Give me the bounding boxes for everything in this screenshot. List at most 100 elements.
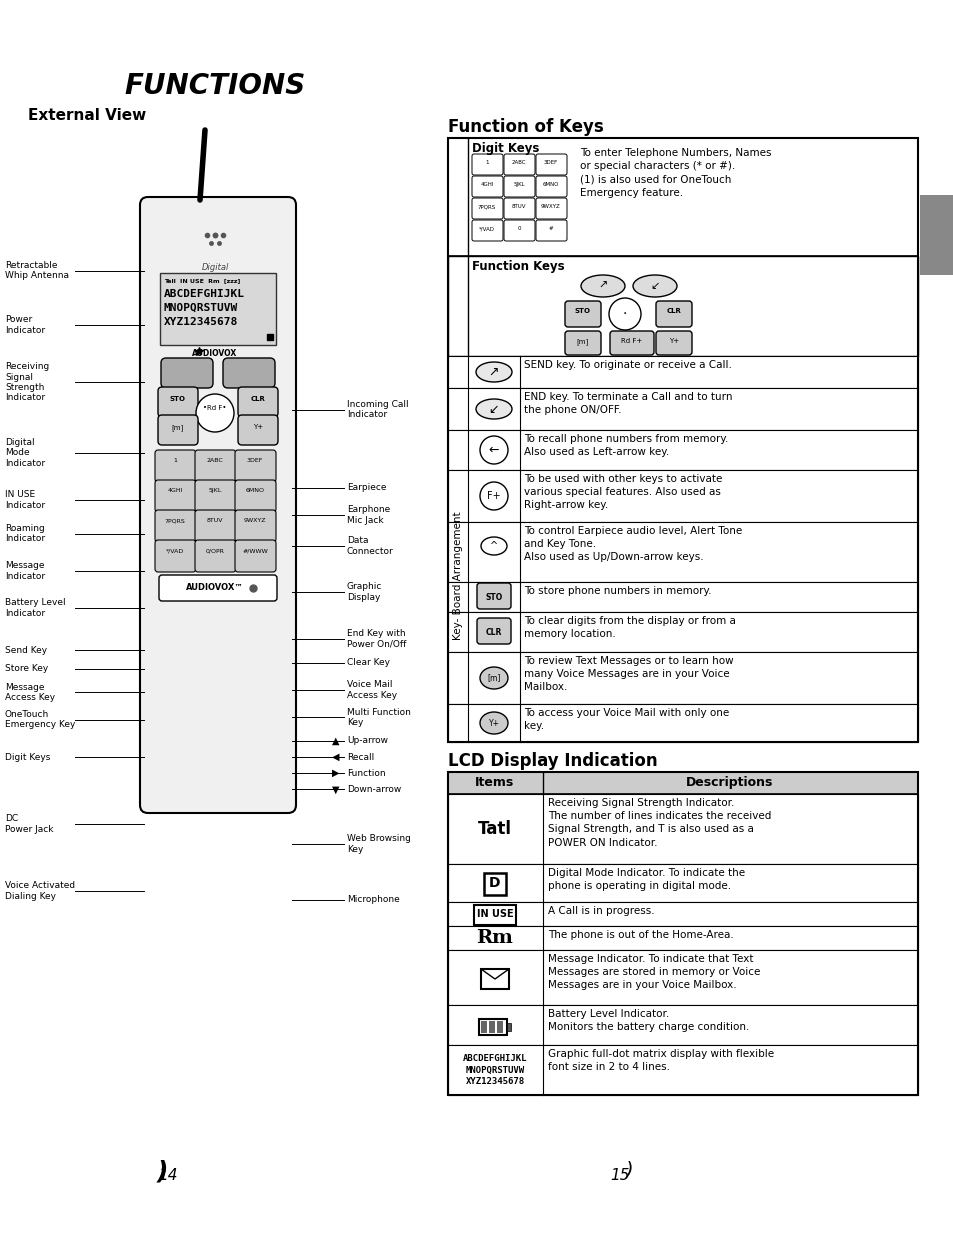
FancyBboxPatch shape [656,302,691,326]
Text: #: # [548,226,553,231]
Text: External View: External View [28,108,146,123]
Text: 5JKL: 5JKL [208,488,221,493]
FancyBboxPatch shape [234,510,275,542]
Ellipse shape [479,712,507,733]
Text: XYZ12345678: XYZ12345678 [164,316,238,326]
FancyBboxPatch shape [503,154,535,175]
Text: Roaming
Indicator: Roaming Indicator [5,524,45,544]
Text: Y+: Y+ [488,719,499,727]
Bar [483,872,505,895]
FancyBboxPatch shape [154,540,195,572]
Text: 2ABC: 2ABC [207,458,223,463]
FancyBboxPatch shape [609,331,654,355]
Text: 9WXYZ: 9WXYZ [244,517,266,522]
Text: ): ) [624,1160,632,1179]
Text: ↙: ↙ [650,280,659,290]
Ellipse shape [479,666,507,689]
FancyBboxPatch shape [234,540,275,572]
Text: 8TUV: 8TUV [511,204,526,208]
Text: Graphic full-dot matrix display with flexible
font size in 2 to 4 lines.: Graphic full-dot matrix display with fle… [547,1049,773,1072]
Text: Send Key: Send Key [5,645,47,655]
Text: 7PQRS: 7PQRS [165,517,185,522]
Text: Retractable
Whip Antenna: Retractable Whip Antenna [5,261,69,280]
Text: 3DEF: 3DEF [543,160,558,165]
Text: 15: 15 [610,1168,629,1183]
FancyBboxPatch shape [503,199,535,218]
Text: ▼: ▼ [331,784,338,794]
Text: ◀: ◀ [331,752,338,762]
Text: To access your Voice Mail with only one
key.: To access your Voice Mail with only one … [523,709,728,731]
Text: Voice Mail
Access Key: Voice Mail Access Key [347,680,396,700]
Text: 4GHI: 4GHI [479,182,494,187]
Text: CLR: CLR [485,628,501,637]
Text: Function of Keys: Function of Keys [448,118,603,137]
Text: D: D [489,876,500,890]
Text: Digital Mode Indicator. To indicate the
phone is operating in digital mode.: Digital Mode Indicator. To indicate the … [547,867,744,891]
Text: Function: Function [347,768,385,778]
Text: 2ABC: 2ABC [511,160,526,165]
Bar [448,951,917,1005]
Text: Recall: Recall [347,752,374,762]
Text: Up-arrow: Up-arrow [347,736,388,746]
Text: STO: STO [575,308,590,314]
FancyBboxPatch shape [476,583,511,609]
Text: [m]: [m] [577,338,589,345]
Ellipse shape [476,362,512,382]
Text: •Rd F•: •Rd F• [203,405,227,411]
Text: DC
Power Jack: DC Power Jack [5,814,53,834]
Text: */VAD: */VAD [478,226,495,231]
Text: Message
Access Key: Message Access Key [5,683,55,702]
Text: END key. To terminate a Call and to turn
the phone ON/OFF.: END key. To terminate a Call and to turn… [523,392,732,416]
Text: Rd F+: Rd F+ [620,338,642,344]
Text: Y+: Y+ [668,338,679,344]
Ellipse shape [480,537,506,555]
Text: ABCDEFGHIJKL: ABCDEFGHIJKL [164,289,245,299]
Text: Multi Function
Key: Multi Function Key [347,707,411,727]
Text: ^: ^ [490,541,497,551]
Text: 6MNO: 6MNO [245,488,264,493]
Text: STO: STO [170,396,186,402]
Text: Tell  IN USE  Rm  [zzz]: Tell IN USE Rm [zzz] [164,278,240,283]
Text: Incoming Call
Indicator: Incoming Call Indicator [347,400,408,419]
Text: Data
Connector: Data Connector [347,536,394,556]
FancyBboxPatch shape [472,154,502,175]
Text: Store Key: Store Key [5,664,49,674]
Bar [160,273,275,345]
Text: ▲: ▲ [331,736,338,746]
Text: 5JKL: 5JKL [513,182,524,187]
Bar [448,772,917,1095]
FancyBboxPatch shape [154,480,195,513]
Text: Power
Indicator: Power Indicator [5,315,45,335]
Bar [448,794,917,864]
Text: Items: Items [475,776,514,789]
Text: Tatl: Tatl [477,820,512,838]
FancyBboxPatch shape [536,199,566,218]
Text: ←: ← [488,443,498,457]
Text: Descriptions: Descriptions [685,776,773,789]
Text: [m]: [m] [487,674,500,683]
Text: The phone is out of the Home-Area.: The phone is out of the Home-Area. [547,930,733,939]
FancyBboxPatch shape [237,387,277,417]
Text: 6MNO: 6MNO [542,182,558,187]
Bar [448,612,917,652]
Text: 0: 0 [517,226,520,231]
Bar [448,704,917,742]
Text: CLR: CLR [251,396,265,402]
Ellipse shape [608,298,640,330]
Bar [448,388,917,429]
Text: To enter Telephone Numbers, Names
or special characters (* or #).
(1) is also us: To enter Telephone Numbers, Names or spe… [579,148,771,197]
Text: To be used with other keys to activate
various special features. Also used as
Ri: To be used with other keys to activate v… [523,474,721,510]
Bar [448,926,917,951]
Ellipse shape [479,482,507,510]
Text: Microphone: Microphone [347,895,399,905]
Text: Receiving
Signal
Strength
Indicator: Receiving Signal Strength Indicator [5,362,50,402]
FancyBboxPatch shape [503,220,535,241]
FancyBboxPatch shape [536,154,566,175]
Bar [448,356,917,388]
Text: IN USE
Indicator: IN USE Indicator [5,490,45,510]
Text: 0/OPR: 0/OPR [205,549,224,553]
Text: */VAD: */VAD [166,549,184,553]
Text: IN USE: IN USE [476,908,513,920]
Text: ↙: ↙ [488,402,498,416]
Text: To store phone numbers in memory.: To store phone numbers in memory. [523,586,711,596]
